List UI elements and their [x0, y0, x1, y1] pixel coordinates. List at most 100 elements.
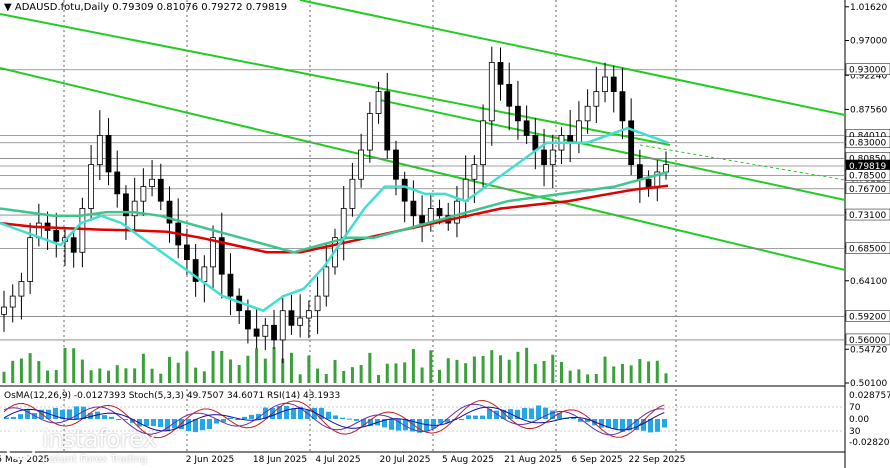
- candle-body: [663, 164, 669, 173]
- volume-bar: [54, 370, 58, 383]
- rsi-line: [3, 402, 665, 436]
- channel-line: [379, 99, 846, 201]
- osma-bar: [123, 419, 128, 420]
- osma-bar: [648, 419, 653, 433]
- osma-bar: [585, 419, 590, 423]
- volume-bar: [324, 373, 328, 383]
- osma-bar: [116, 419, 121, 420]
- osma-bar: [459, 419, 464, 421]
- oscillator-panel: 0.0287572 70 0.00 30-0.028207: [0, 391, 890, 448]
- level-tag-label: 0.83000: [849, 139, 886, 149]
- candle-body: [610, 76, 617, 93]
- candle-body: [210, 237, 216, 268]
- volume-bar: [664, 373, 668, 383]
- level-tag-label: 0.93000: [849, 66, 886, 76]
- level-tag-label: 0.84010: [849, 131, 886, 141]
- volume-bars: [2, 347, 668, 383]
- candle-body: [419, 215, 426, 224]
- date-label: 6 Sep 2025: [571, 455, 622, 465]
- osma-bar: [543, 407, 548, 419]
- date-label: 21 Aug 2025: [504, 455, 562, 465]
- date-label: 18 Jun 2025: [253, 455, 307, 465]
- osma-bar: [256, 413, 261, 419]
- osma-bar: [368, 419, 373, 427]
- level-tag: [845, 242, 890, 254]
- osma-bar: [305, 410, 310, 419]
- volume-bar: [124, 368, 128, 383]
- moving-averages: [0, 126, 669, 313]
- candle-body: [18, 281, 25, 297]
- osma-bar: [11, 416, 16, 419]
- osma-bar: [144, 419, 149, 427]
- osma-bar: [88, 412, 93, 419]
- osma-bar: [473, 415, 478, 419]
- level-tag: [845, 63, 890, 75]
- volume-bar: [246, 355, 250, 383]
- osma-bar: [60, 409, 65, 419]
- channel-line: [0, 67, 846, 271]
- candle-body: [471, 164, 478, 180]
- price-tick-label: 0.97000: [850, 37, 887, 47]
- osma-bar: [410, 419, 415, 432]
- osma-bar: [4, 417, 9, 419]
- osma-bar: [347, 418, 352, 420]
- candle-body: [96, 135, 103, 166]
- price-tick-label: 0.87560: [850, 105, 887, 115]
- dropdown-triangle-icon[interactable]: ▼: [4, 2, 12, 13]
- osma-bar: [662, 419, 667, 428]
- volume-bar: [202, 371, 206, 383]
- volume-bar: [411, 348, 415, 383]
- candle-body: [497, 62, 504, 85]
- price-tick-label: 1.01620: [850, 3, 887, 13]
- osma-bar: [165, 419, 170, 432]
- candle-body: [149, 178, 155, 187]
- volume-bar: [150, 368, 154, 383]
- level-tag: [845, 169, 890, 181]
- candle-body: [79, 208, 86, 253]
- volume-bar: [63, 347, 67, 383]
- logo-tagline: Instant Forex Trading: [42, 454, 148, 465]
- level-tag-label: 0.80850: [849, 154, 886, 164]
- osma-bar: [298, 406, 303, 419]
- osma-bar: [494, 410, 499, 419]
- osma-bar: [25, 410, 30, 419]
- volume-bar: [80, 359, 84, 383]
- volume-bar: [594, 374, 598, 383]
- volume-bar: [559, 361, 563, 383]
- ma-mid-line: [0, 170, 669, 254]
- volume-bar: [577, 369, 581, 383]
- candle-body: [375, 91, 382, 114]
- osma-bar: [382, 419, 387, 428]
- date-label: 20 Jul 2025: [380, 455, 431, 465]
- candle-body: [262, 324, 269, 337]
- osc-axis-label: 0.00: [849, 415, 869, 425]
- osma-bar: [326, 411, 331, 419]
- volume-bar: [168, 356, 171, 383]
- price-tick-label: 0.50100: [850, 379, 887, 389]
- osma-bar: [319, 407, 324, 419]
- osma-bar: [487, 408, 492, 419]
- level-tag-label: 0.79819: [849, 162, 886, 172]
- level-tag-label: 0.68500: [849, 245, 886, 255]
- level-tag-label: 0.59200: [849, 313, 886, 323]
- candle-body: [366, 113, 373, 151]
- volume-bar: [237, 364, 241, 383]
- volume-bar: [603, 356, 607, 383]
- volume-bar: [316, 368, 320, 383]
- candle-body: [184, 244, 190, 260]
- candlesticks: [1, 46, 669, 364]
- candle-body: [123, 193, 129, 217]
- volume-bar: [28, 353, 32, 383]
- volume-bar: [655, 360, 659, 383]
- osma-bar: [354, 419, 359, 421]
- osma-bar: [53, 407, 58, 419]
- candle-body: [358, 149, 365, 180]
- candle-body: [515, 105, 521, 122]
- price-axis: 1.016200.970000.922400.875600.828000.781…: [845, 3, 890, 389]
- candle-body: [593, 91, 600, 107]
- candle-body: [619, 91, 626, 122]
- volume-bar: [499, 355, 502, 383]
- candle-body: [27, 237, 34, 282]
- volume-bar: [2, 371, 6, 383]
